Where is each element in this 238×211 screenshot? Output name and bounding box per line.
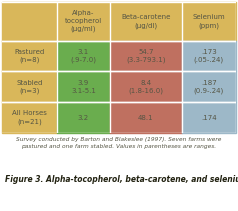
Text: 8.4
(1.8-16.0): 8.4 (1.8-16.0) [128, 80, 163, 94]
Text: 48.1: 48.1 [138, 115, 154, 120]
Bar [110, 2, 182, 41]
Bar [57, 102, 110, 133]
Text: .174: .174 [201, 115, 217, 120]
Text: Stabled
(n=3): Stabled (n=3) [17, 80, 43, 94]
Text: Alpha-
tocopherol
(μg/ml): Alpha- tocopherol (μg/ml) [65, 10, 102, 32]
Text: All Horses
(n=21): All Horses (n=21) [12, 110, 47, 125]
Text: 3.2: 3.2 [78, 115, 89, 120]
Bar [57, 72, 110, 102]
Text: 3.9
3.1-5.1: 3.9 3.1-5.1 [71, 80, 96, 94]
Bar [110, 41, 182, 72]
Bar [2, 102, 57, 133]
Bar [182, 2, 236, 41]
Text: Beta-carotene
(μg/dl): Beta-carotene (μg/dl) [121, 14, 170, 28]
Text: Survey conducted by Barton and Blakeslee (1997). Seven farms were
pastured and o: Survey conducted by Barton and Blakeslee… [16, 137, 222, 149]
Bar [57, 41, 110, 72]
Bar [2, 41, 57, 72]
Bar [2, 2, 57, 41]
Bar [182, 41, 236, 72]
Text: 3.1
(.9-7.0): 3.1 (.9-7.0) [70, 49, 96, 63]
Bar [2, 72, 57, 102]
Text: 54.7
(3.3-793.1): 54.7 (3.3-793.1) [126, 49, 166, 63]
Text: Selenium
(ppm): Selenium (ppm) [193, 14, 225, 28]
Text: .173
(.05-.24): .173 (.05-.24) [194, 49, 224, 63]
Bar [182, 102, 236, 133]
Bar [110, 102, 182, 133]
Text: Figure 3. Alpha-tocopherol, beta-carotene, and selenium status.: Figure 3. Alpha-tocopherol, beta-caroten… [5, 175, 238, 184]
Bar [182, 72, 236, 102]
Text: Pastured
(n=8): Pastured (n=8) [15, 49, 45, 63]
Bar [110, 72, 182, 102]
Text: .187
(0.9-.24): .187 (0.9-.24) [194, 80, 224, 94]
Bar [57, 2, 110, 41]
